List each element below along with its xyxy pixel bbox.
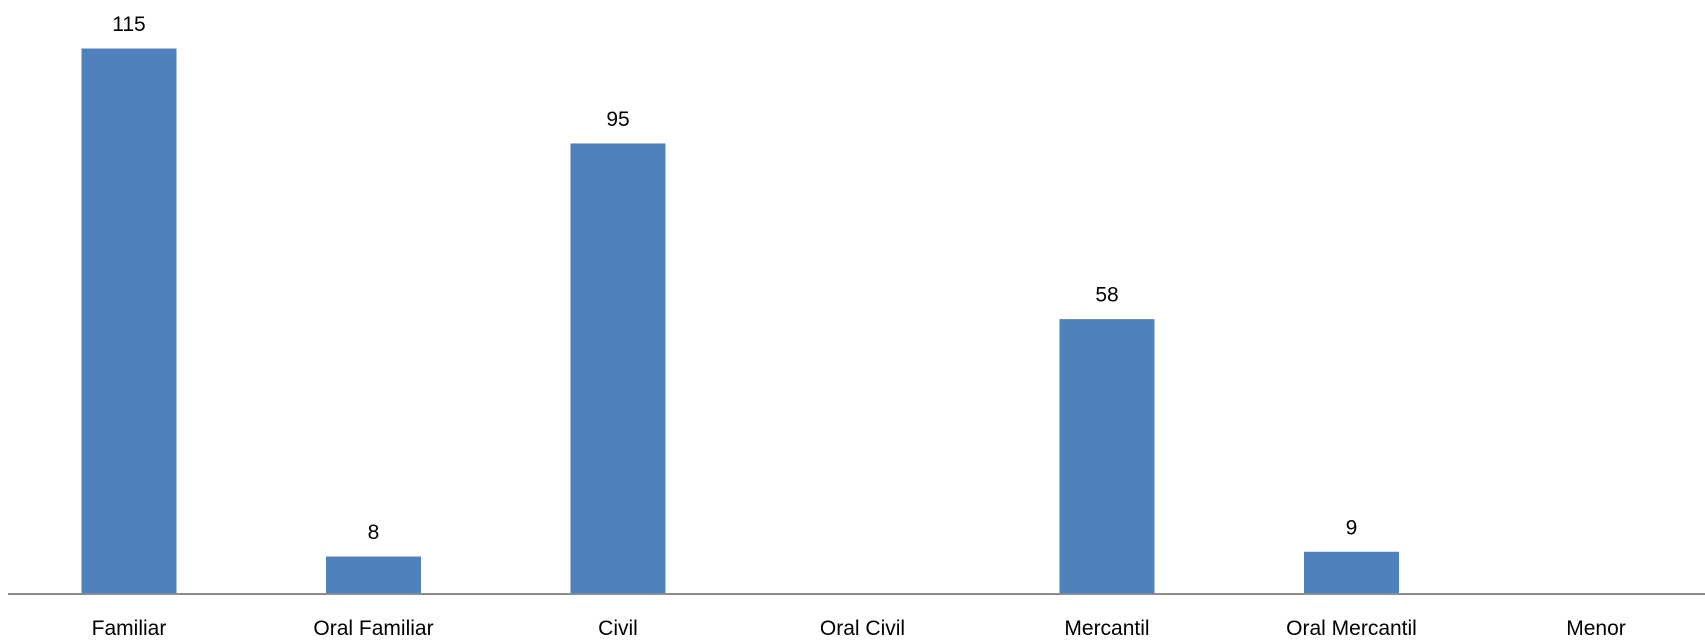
category-label-civil: Civil	[598, 617, 638, 640]
bar-familiar	[80, 47, 178, 595]
bars-group	[80, 47, 1400, 595]
bar-oral-mercantil	[1303, 550, 1400, 595]
category-label-oral-civil: Oral Civil	[820, 617, 905, 640]
category-labels-group: Familiar Oral Familiar Civil Oral Civil Merc…	[92, 617, 1626, 640]
category-label-mercantil: Mercantil	[1064, 617, 1149, 640]
data-label-oral-mercantil: 9	[1346, 516, 1358, 539]
bar-civil	[569, 142, 667, 595]
category-label-familiar: Familiar	[92, 617, 167, 640]
data-labels-group: 115 8 95 58 9	[112, 13, 1357, 544]
data-label-civil: 95	[606, 108, 629, 131]
category-label-menor: Menor	[1566, 617, 1626, 640]
category-label-oral-mercantil: Oral Mercantil	[1286, 617, 1417, 640]
category-label-oral-familiar: Oral Familiar	[313, 617, 433, 640]
data-label-familiar: 115	[112, 13, 145, 36]
bar-oral-familiar	[325, 555, 422, 595]
data-label-oral-familiar: 8	[368, 521, 380, 544]
data-label-mercantil: 58	[1095, 284, 1118, 307]
bar-mercantil	[1058, 318, 1156, 595]
